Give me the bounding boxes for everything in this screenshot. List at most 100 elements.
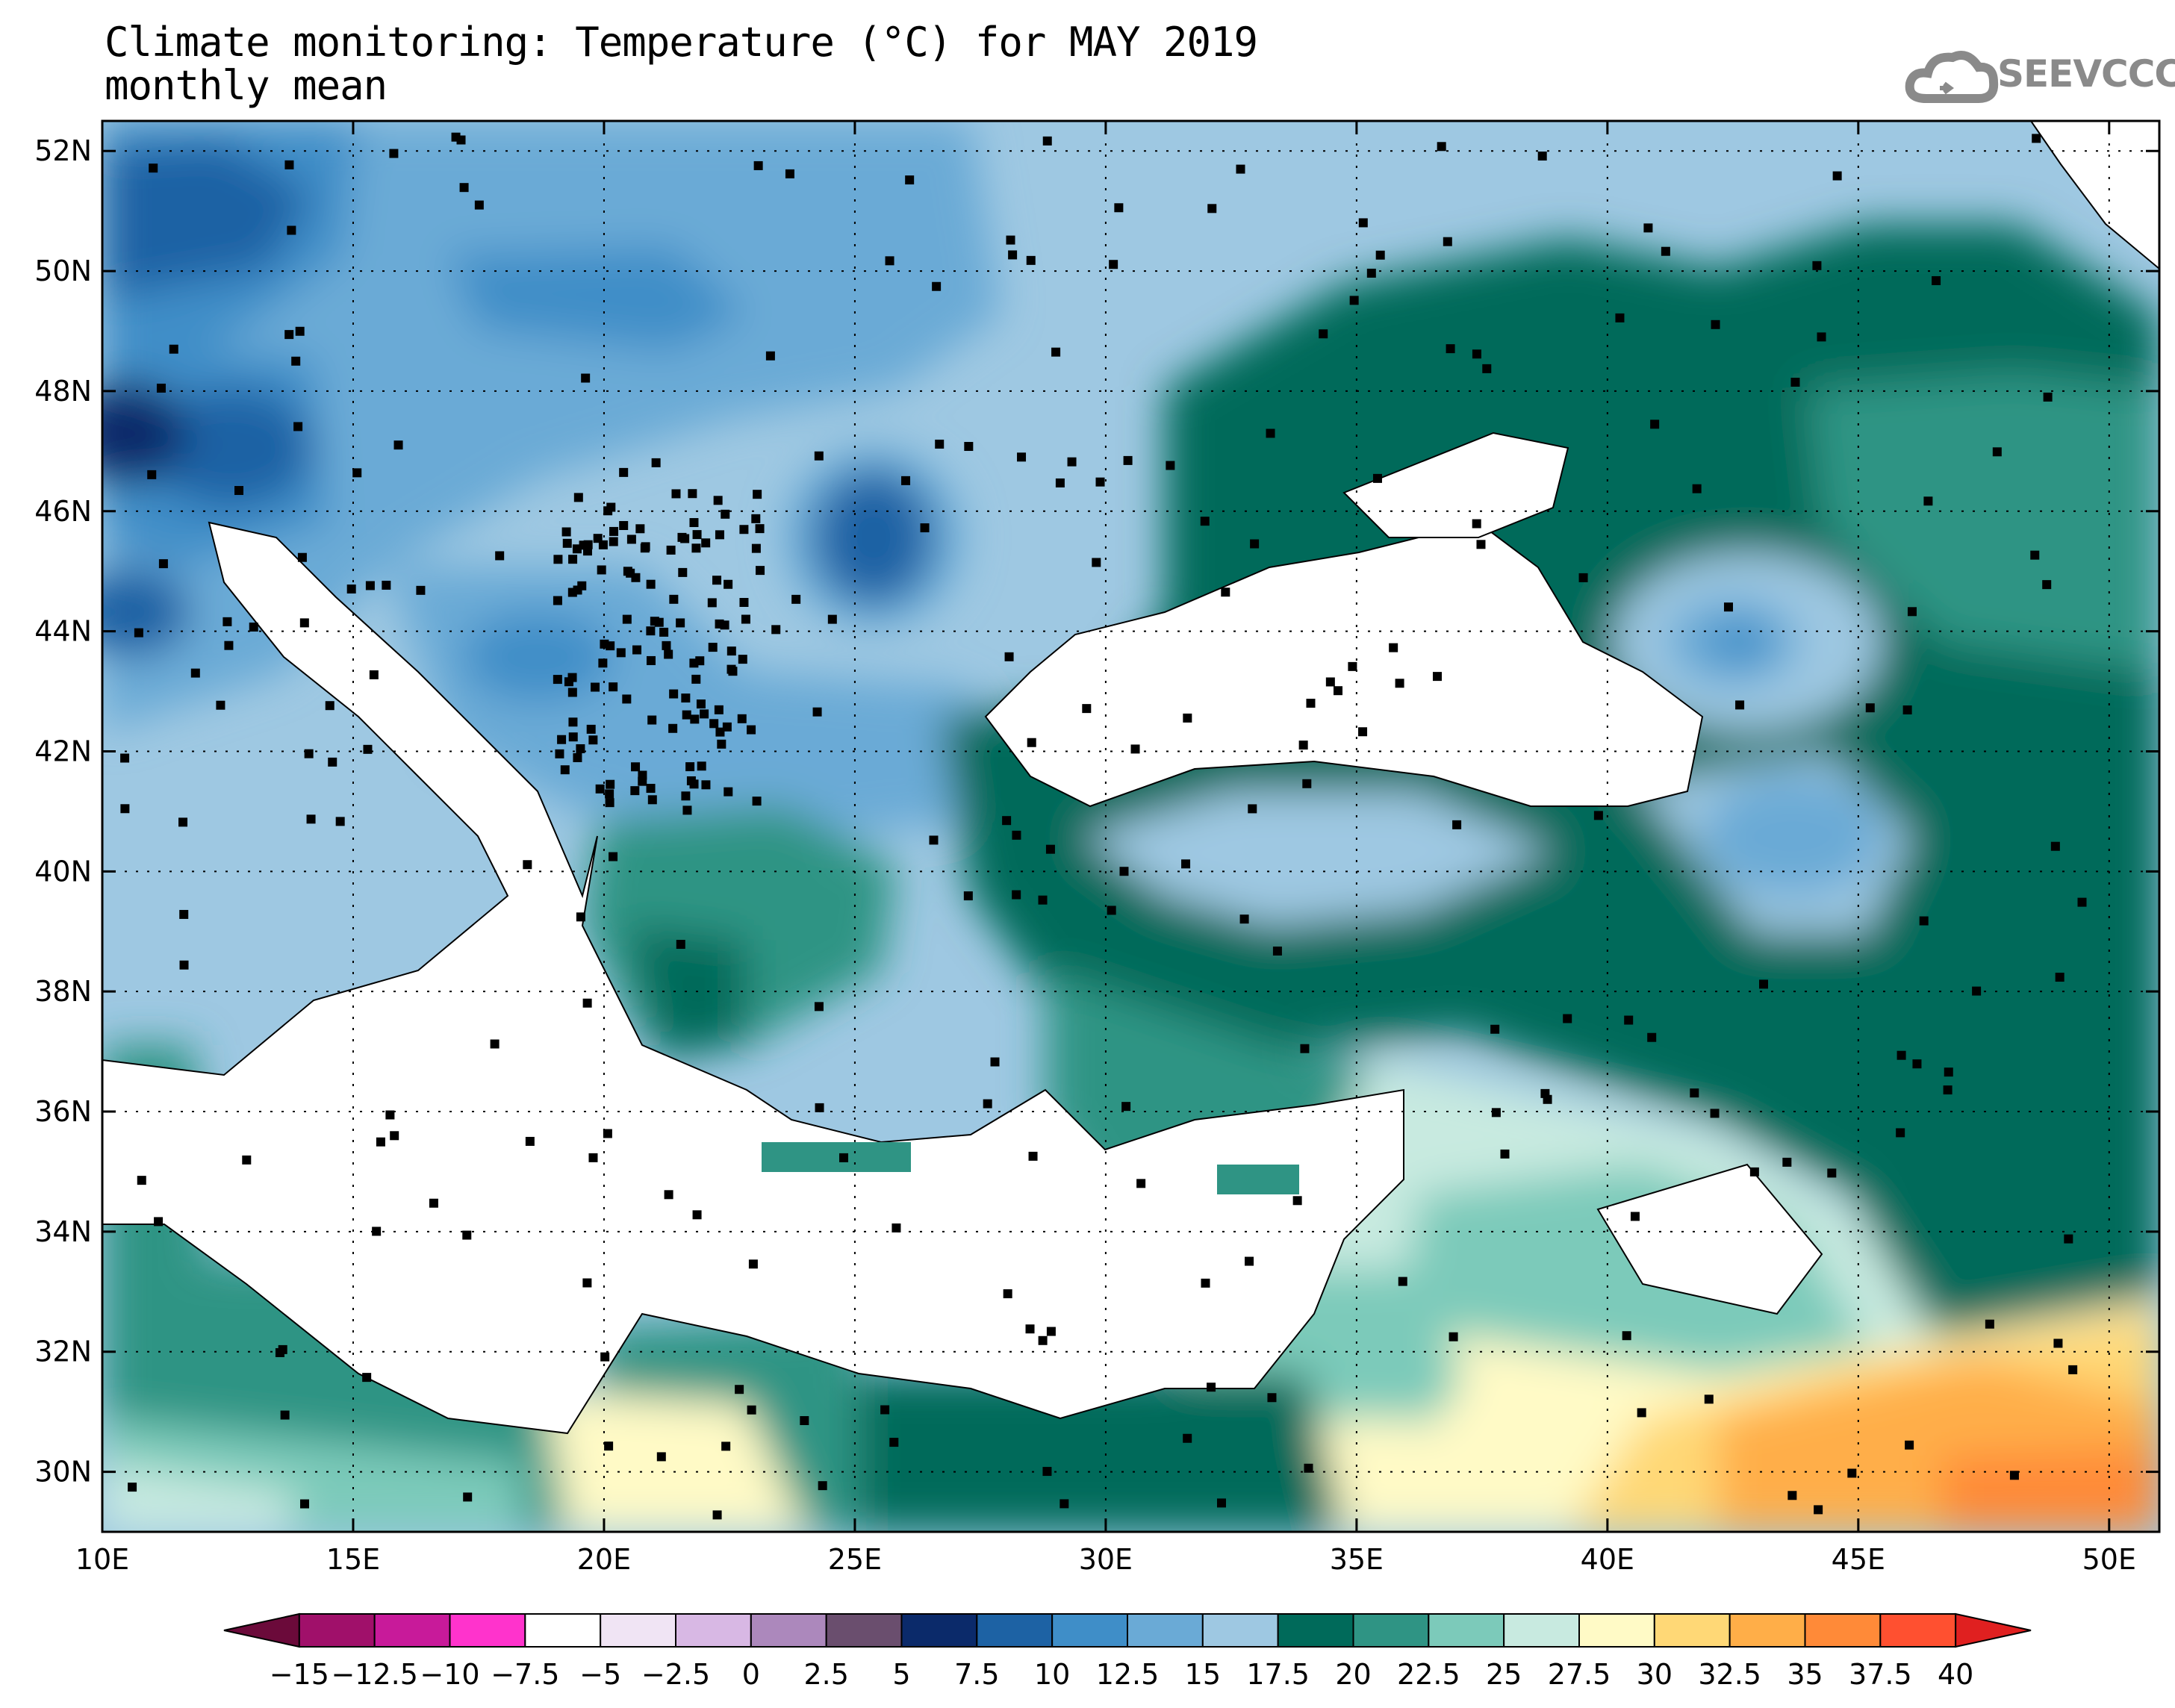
station-marker [1207,1383,1216,1392]
station-marker [376,1137,385,1147]
station-marker [609,852,618,861]
station-marker [715,727,725,737]
lat-tick-label: 30N [34,1456,92,1489]
station-marker [905,175,915,185]
station-marker [120,753,130,763]
station-marker [1046,1327,1056,1336]
station-marker [682,710,691,720]
station-marker [1267,1393,1277,1403]
station-marker [429,1198,438,1208]
station-marker [362,1373,372,1383]
station-marker [291,356,301,366]
station-marker [646,579,656,589]
station-marker [1491,1108,1501,1118]
station-marker [474,200,484,210]
station-marker [616,648,626,658]
colorbar-swatch [1729,1613,1806,1648]
station-marker [609,537,618,546]
station-marker [299,618,309,628]
station-marker [1292,1196,1302,1206]
station-marker [659,627,669,637]
station-marker [1245,1256,1254,1266]
station-marker [1051,347,1061,357]
station-marker [756,566,765,576]
station-marker [169,344,178,354]
station-marker [1349,296,1359,305]
crete-island [762,1142,911,1172]
station-marker [573,493,583,502]
station-marker [814,451,824,461]
station-marker [1045,844,1055,854]
station-marker [691,543,701,553]
station-marker [1038,1335,1048,1345]
station-marker [1624,1015,1634,1025]
lat-tick-label: 34N [34,1215,92,1248]
station-marker [223,617,232,626]
station-marker [685,762,695,772]
station-marker [1375,250,1385,260]
station-marker [1302,779,1312,788]
station-marker [626,534,636,544]
station-marker [738,655,747,664]
lon-tick-label: 20E [577,1543,631,1576]
station-marker [753,160,763,170]
station-marker [120,804,130,814]
station-marker [1183,1433,1192,1443]
station-marker [692,1210,702,1220]
station-marker [791,594,801,604]
station-marker [1130,744,1140,754]
station-marker [1432,672,1442,682]
colorbar-label: −12.5 [331,1658,417,1691]
station-marker [765,351,775,361]
station-marker [346,585,356,594]
station-marker [1472,519,1481,529]
station-marker [595,784,605,794]
lon-tick-label: 25E [828,1543,882,1576]
lon-tick-label: 50E [2082,1543,2136,1576]
station-marker [668,723,678,733]
station-marker [2053,1338,2063,1348]
station-marker [154,1217,164,1227]
station-marker [1661,246,1670,256]
station-marker [1027,738,1036,747]
station-marker [1060,1499,1069,1509]
station-marker [581,373,591,383]
station-marker [691,674,701,684]
colorbar-swatch [675,1613,752,1648]
station-marker [707,598,717,608]
station-marker [1912,1059,1922,1069]
station-marker [1006,235,1015,245]
station-marker [523,860,532,870]
colorbar-swatch [1578,1613,1655,1648]
station-marker [1348,661,1357,671]
lon-tick-label: 15E [326,1543,380,1576]
station-marker [1704,1394,1714,1404]
station-marker [606,502,616,512]
station-marker [739,525,749,534]
station-marker [1817,332,1826,342]
station-marker [1647,1032,1657,1042]
station-marker [990,1057,1000,1067]
colorbar-swatch [750,1613,827,1648]
lon-tick-label: 45E [1832,1543,1885,1576]
station-marker [2032,134,2041,143]
station-marker [306,814,316,824]
station-marker [609,526,619,536]
station-marker [920,523,930,533]
station-marker [666,545,676,555]
station-marker [573,752,582,762]
station-marker [1865,703,1875,713]
station-marker [557,735,567,744]
station-marker [567,688,577,697]
station-marker [555,749,564,758]
station-marker [1787,1491,1797,1500]
station-marker [715,530,724,540]
station-marker [1972,986,1982,996]
station-marker [1944,1068,1953,1077]
colorbar-swatch [298,1613,376,1648]
station-marker [576,744,585,753]
station-marker [1896,1050,1906,1060]
station-marker [382,580,391,590]
station-marker [1008,250,1018,260]
colorbar-swatch [373,1613,451,1648]
